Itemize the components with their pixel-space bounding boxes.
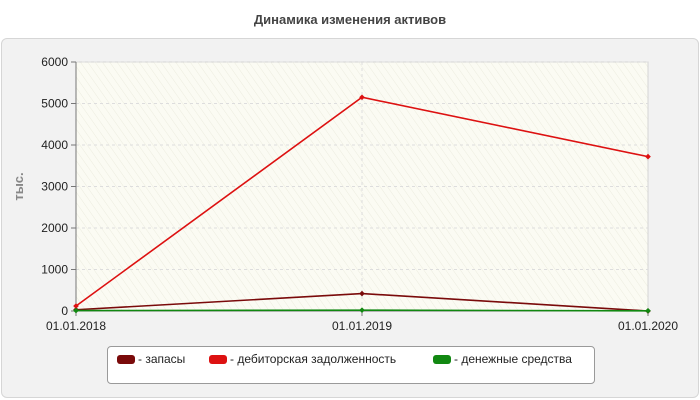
series-point-2 xyxy=(645,307,651,314)
series-point-0 xyxy=(359,290,365,297)
y-tick-label: 1000 xyxy=(41,263,68,277)
series-point-1 xyxy=(73,303,79,309)
series-point-2 xyxy=(73,307,79,314)
legend-swatch-zapasy xyxy=(117,355,135,364)
x-tick-label: 01.01.2019 xyxy=(332,319,392,333)
x-tick-label: 01.01.2020 xyxy=(618,319,678,333)
series-point-1 xyxy=(645,153,651,160)
legend-label-denezhnye: - денежные средства xyxy=(454,352,572,366)
y-tick-label: 3000 xyxy=(41,180,68,194)
legend: - запасы - дебиторская задолженность - д… xyxy=(107,346,595,384)
series-point-2 xyxy=(359,307,365,313)
legend-swatch-debitorskaya xyxy=(209,355,227,364)
legend-item-debitorskaya[interactable]: - дебиторская задолженность xyxy=(209,352,396,366)
legend-label-debitorskaya: - дебиторская задолженность xyxy=(230,352,397,366)
legend-item-denezhnye[interactable]: - денежные средства xyxy=(433,352,572,366)
x-tick-label: 01.01.2018 xyxy=(46,319,106,333)
series-point-1 xyxy=(359,94,365,101)
y-axis-label: тыс. xyxy=(11,172,26,200)
y-tick-label: 0 xyxy=(61,304,68,318)
y-tick-label: 6000 xyxy=(41,55,68,69)
y-tick-label: 4000 xyxy=(41,138,68,152)
y-tick-label: 2000 xyxy=(41,221,68,235)
legend-item-zapasy[interactable]: - запасы xyxy=(117,352,185,366)
chart-title: Динамика изменения активов xyxy=(253,12,447,27)
legend-label-zapasy: - запасы xyxy=(138,352,186,366)
y-tick-label: 5000 xyxy=(41,97,68,111)
legend-swatch-denezhnye xyxy=(433,355,451,364)
